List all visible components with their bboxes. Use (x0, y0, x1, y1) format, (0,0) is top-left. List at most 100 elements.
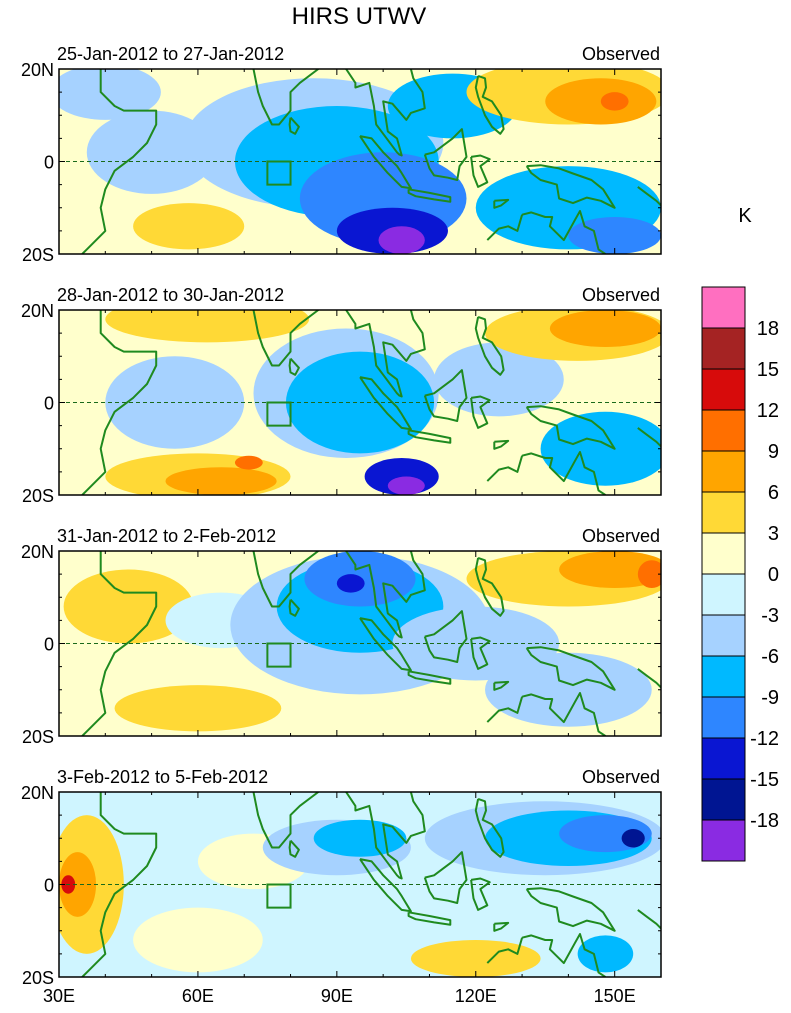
coastline (345, 551, 426, 639)
coastline (470, 154, 491, 188)
contour-region (600, 92, 629, 111)
x-tick-label: 150E (594, 986, 636, 1006)
analysis-box (266, 160, 292, 186)
coastline (423, 610, 468, 663)
coastline (525, 646, 616, 691)
coastline (637, 909, 661, 930)
contour-region (336, 574, 365, 593)
colorbar-swatch (701, 737, 746, 780)
coastline (252, 69, 319, 126)
y-tick-label: 20S (22, 245, 54, 265)
coastline (81, 310, 158, 495)
colorbar-swatch (701, 368, 746, 411)
x-tick-label: 30E (43, 986, 75, 1006)
coastline (407, 429, 452, 444)
contour-region (165, 467, 277, 495)
map-panel: 20N 0 20S 25-Jan-2012 to 27-Jan-2012 Observe… (21, 44, 662, 265)
panel-period-label: 3-Feb-2012 to 5-Feb-2012 (57, 767, 268, 787)
analysis-box (266, 401, 292, 427)
colorbar-label: -6 (761, 646, 779, 668)
colorbar-legend: K 18 15 12 9 6 3 0 -3 -6 -9 -12 -15 -18 (701, 205, 779, 862)
coastline (423, 369, 468, 422)
colorbar-label: 18 (757, 318, 779, 340)
coastline (288, 598, 300, 617)
chart-title: HIRS UTWV (292, 3, 427, 30)
colorbar-swatch (701, 409, 746, 452)
coastline (474, 315, 505, 376)
colorbar-swatch (701, 696, 746, 739)
coastline (359, 376, 412, 431)
colorbar-swatch (701, 778, 746, 821)
coastline (407, 188, 452, 203)
colorbar-swatch (701, 655, 746, 698)
coastline (81, 792, 158, 977)
panel-observed-label: Observed (582, 767, 660, 787)
map-panel: 20N 0 20S 3-Feb-2012 to 5-Feb-2012 Observed (21, 767, 662, 988)
coastline (81, 551, 158, 736)
panel-period-label: 28-Jan-2012 to 30-Jan-2012 (57, 285, 284, 305)
colorbar-swatch (701, 327, 746, 370)
contour-region (621, 829, 645, 848)
y-tick-label: 20N (21, 60, 54, 80)
analysis-box (266, 642, 292, 668)
contour-region (549, 310, 661, 347)
contour-region (559, 551, 661, 588)
coastline (493, 680, 510, 691)
coastline (525, 164, 616, 209)
colorbar-label: -9 (761, 687, 779, 709)
colorbar-label: -15 (750, 769, 779, 791)
coastline (423, 851, 468, 904)
x-tick-label: 90E (321, 986, 353, 1006)
coastline (359, 135, 412, 190)
coastline (288, 116, 300, 135)
coastline (521, 933, 606, 977)
y-tick-label: 20N (21, 542, 54, 562)
coastline (493, 921, 510, 932)
contour-field (59, 310, 661, 495)
colorbar-swatch (701, 450, 746, 493)
contour-region (59, 852, 97, 917)
coastline (521, 451, 606, 495)
x-tick-label: 60E (182, 986, 214, 1006)
coastline (486, 696, 524, 723)
coastline (525, 405, 616, 450)
panel-observed-label: Observed (582, 526, 660, 546)
contour-region (313, 819, 407, 857)
coastline (407, 911, 452, 926)
contour-region (133, 203, 245, 250)
x-tick-label: 120E (455, 986, 497, 1006)
coastlines (81, 792, 661, 977)
coastline (345, 69, 426, 157)
coastline (470, 395, 491, 429)
coastline (288, 839, 300, 858)
y-tick-label: 0 (44, 153, 54, 173)
coastline (470, 877, 491, 911)
y-tick-label: 20S (22, 968, 54, 988)
coastline (486, 455, 524, 482)
coastline (474, 74, 505, 135)
colorbar-swatch (701, 286, 746, 329)
panel-observed-label: Observed (582, 285, 660, 305)
coastline (359, 858, 412, 913)
coastline (423, 128, 468, 181)
contour-region (387, 476, 425, 495)
colorbar-label: 15 (757, 359, 779, 381)
colorbar-label: -12 (750, 728, 779, 750)
coastline (252, 310, 319, 367)
coastline (521, 210, 606, 254)
coastline (486, 937, 524, 964)
contour-field (59, 69, 661, 254)
coastline (637, 668, 661, 689)
coastline (407, 670, 452, 685)
coastline (486, 214, 524, 241)
coastlines (81, 551, 661, 736)
colorbar-label: 3 (768, 523, 779, 545)
contour-region (637, 560, 661, 588)
colorbar-label: 12 (757, 400, 779, 422)
map-panel: 20N 0 20S 31-Jan-2012 to 2-Feb-2012 Observed (21, 526, 662, 747)
colorbar-swatch (701, 614, 746, 657)
contour-region (114, 685, 282, 732)
y-tick-label: 20S (22, 727, 54, 747)
coastline (359, 617, 412, 672)
contour-region (86, 110, 217, 194)
